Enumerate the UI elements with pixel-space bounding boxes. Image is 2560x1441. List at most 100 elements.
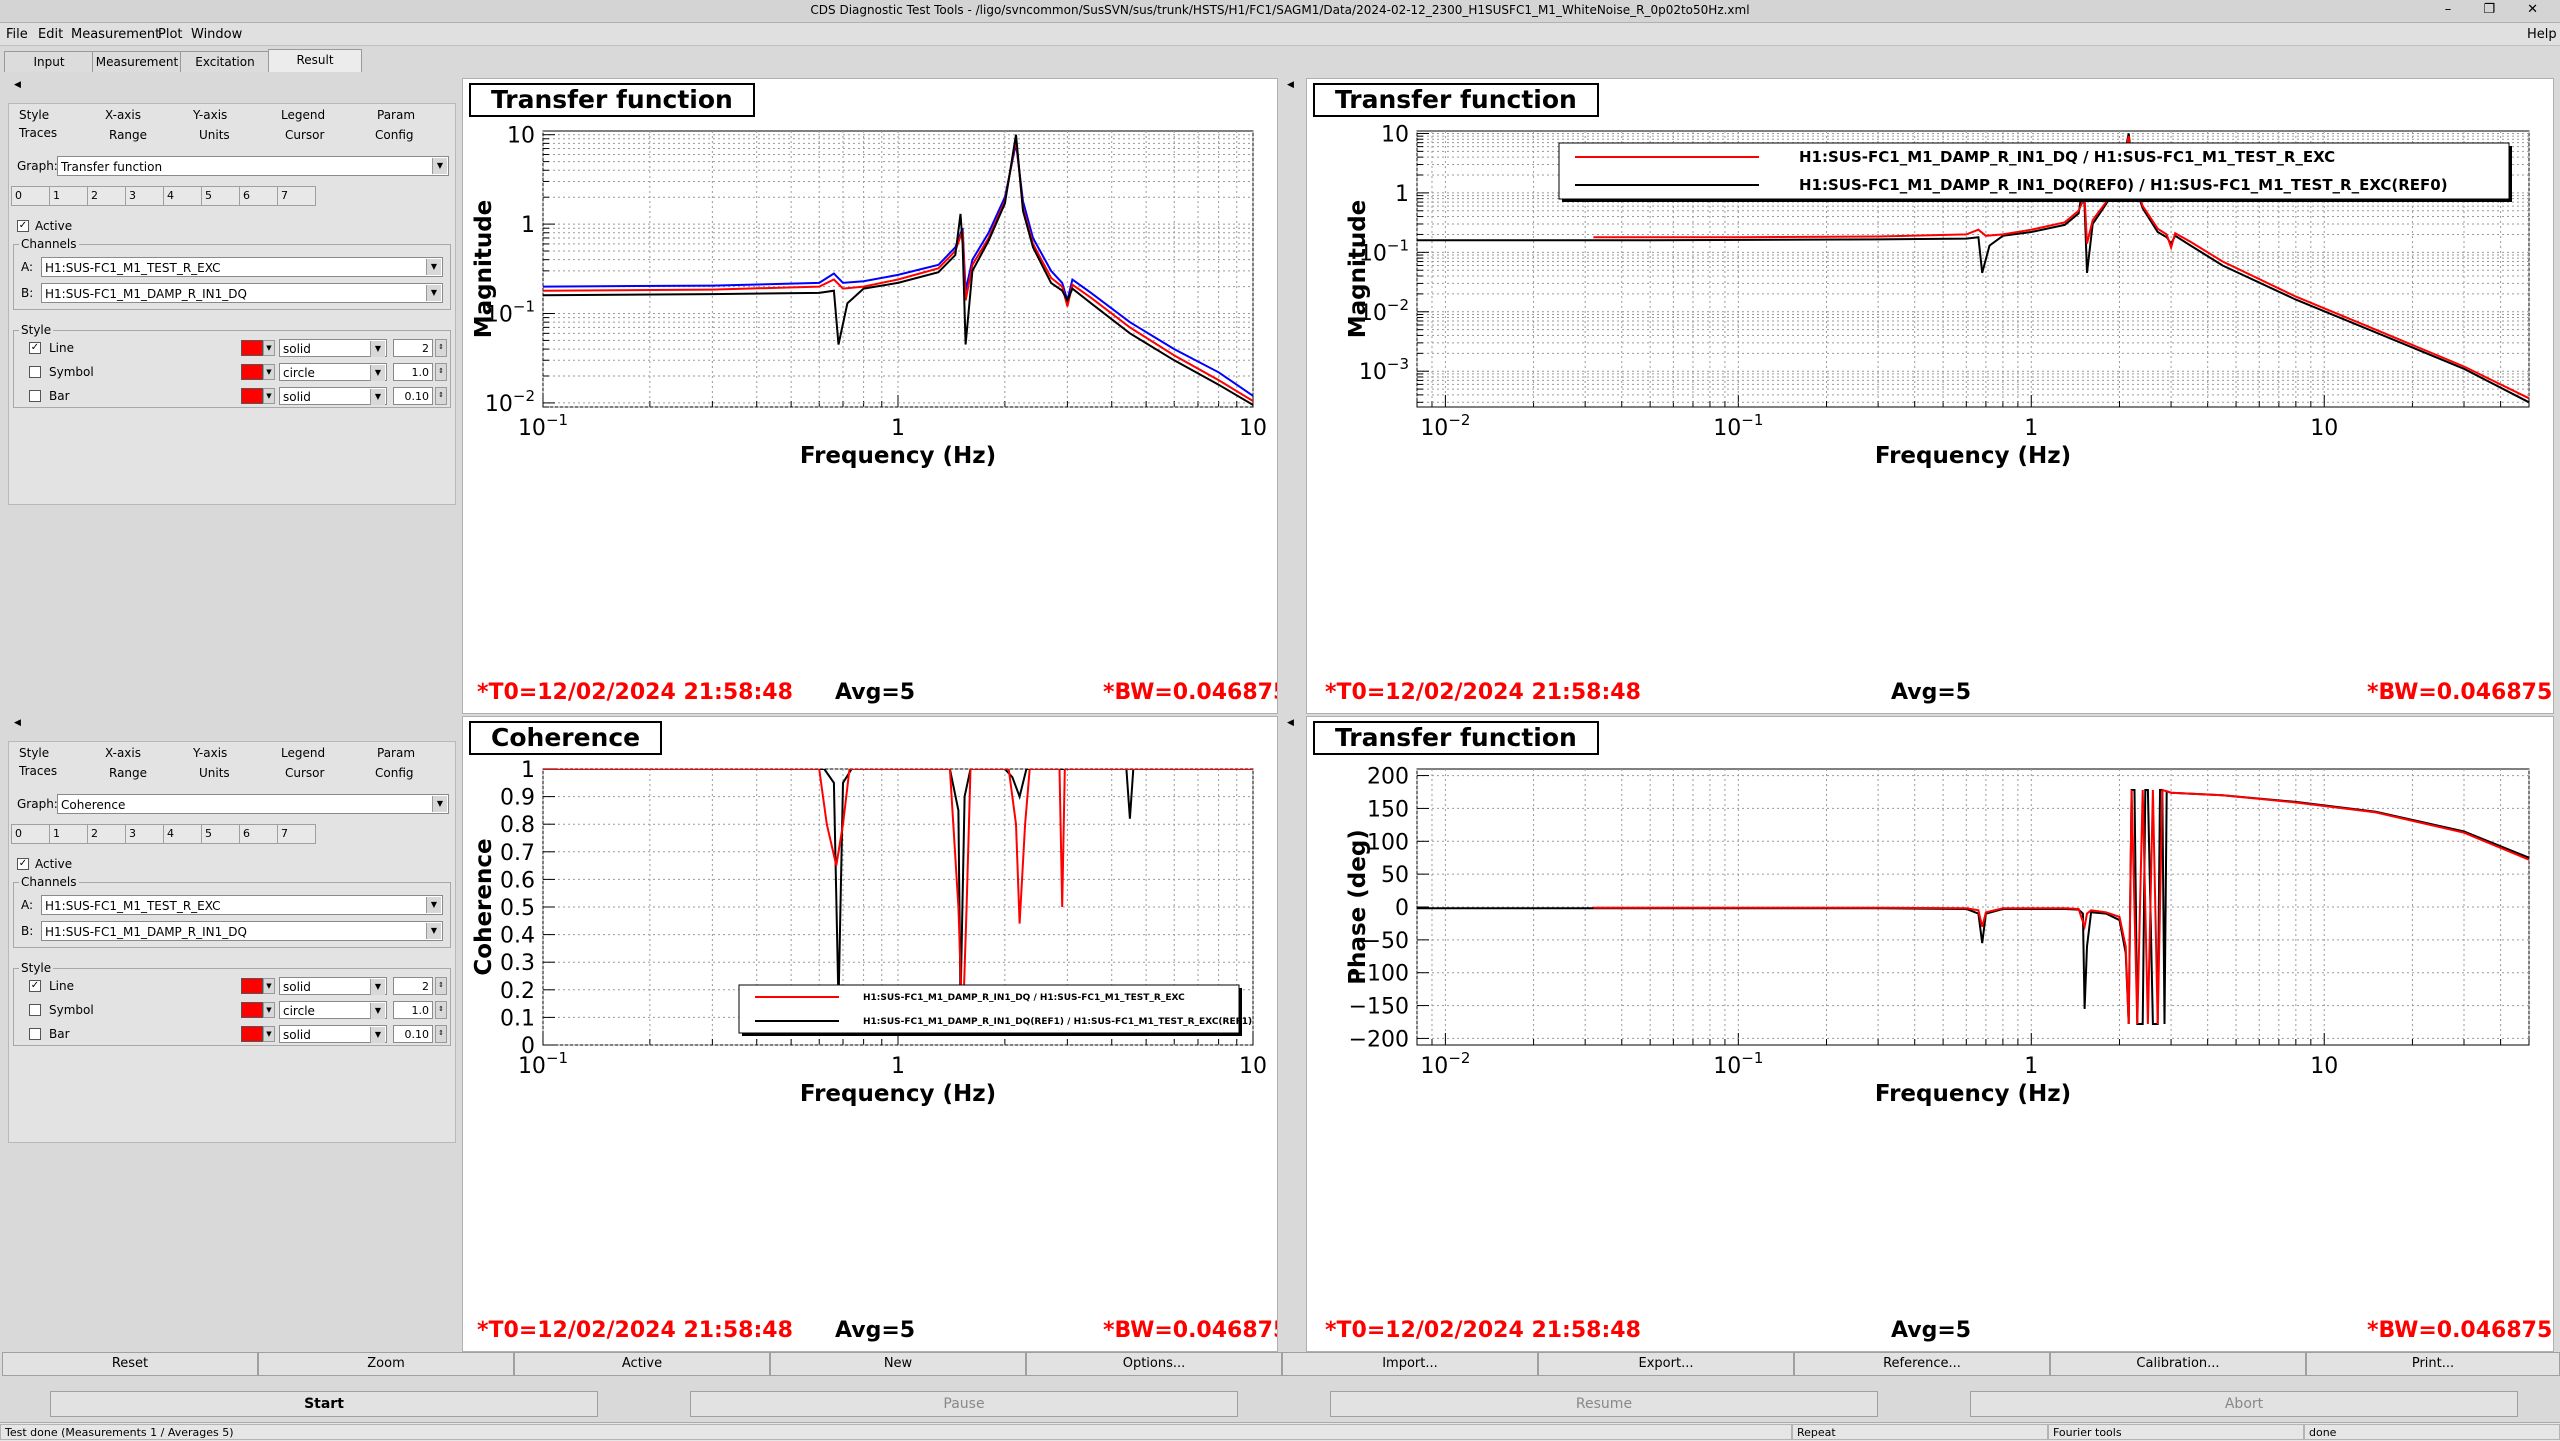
print-button[interactable]: Print... bbox=[2306, 1352, 2560, 1376]
menu-edit[interactable]: Edit bbox=[38, 27, 64, 42]
tab-excitation[interactable]: Excitation bbox=[180, 51, 270, 72]
bar-checkbox[interactable] bbox=[29, 1028, 41, 1040]
pane-collapse-bottom-right[interactable]: ◀ bbox=[1287, 718, 1294, 728]
option-tab-x-axis[interactable]: X-axis bbox=[105, 108, 141, 122]
window-controls[interactable]: – ❐ ✕ bbox=[2444, 2, 2552, 17]
chevron-down-icon[interactable]: ▼ bbox=[263, 1002, 275, 1018]
menu-help[interactable]: Help bbox=[2527, 27, 2557, 42]
panel-collapse-bottom[interactable]: ◀ bbox=[14, 718, 21, 728]
symbol-size-input[interactable]: 1.0 bbox=[393, 363, 433, 381]
options-button[interactable]: Options... bbox=[1026, 1352, 1282, 1376]
trace-tab-0[interactable]: 0 bbox=[11, 824, 50, 844]
reference-button[interactable]: Reference... bbox=[1794, 1352, 2050, 1376]
symbol-color-swatch[interactable] bbox=[241, 1002, 263, 1018]
trace-tab-5[interactable]: 5 bbox=[201, 186, 240, 206]
bar-width-input[interactable]: 0.10 bbox=[393, 1025, 433, 1043]
option-tab-config[interactable]: Config bbox=[375, 766, 414, 780]
new-button[interactable]: New bbox=[770, 1352, 1026, 1376]
active-button[interactable]: Active bbox=[514, 1352, 770, 1376]
line-checkbox[interactable]: ✓ bbox=[29, 342, 41, 354]
bar-style-select[interactable]: solid ▼ bbox=[279, 387, 387, 405]
chevron-down-icon[interactable]: ▼ bbox=[263, 978, 275, 994]
menu-measurement[interactable]: Measurement bbox=[71, 27, 161, 42]
coherence-chart[interactable]: 10−1 1 1000.10.20.30.40.50.60.70.80.91Freq… bbox=[463, 753, 1277, 1333]
option-tab-range[interactable]: Range bbox=[109, 766, 148, 780]
option-tab-legend[interactable]: Legend bbox=[281, 108, 326, 122]
option-tab-cursor[interactable]: Cursor bbox=[285, 766, 325, 780]
symbol-size-input[interactable]: 1.0 bbox=[393, 1001, 433, 1019]
export-button[interactable]: Export... bbox=[1538, 1352, 1794, 1376]
symbol-color-swatch[interactable] bbox=[241, 364, 263, 380]
trace-tab-6[interactable]: 6 bbox=[239, 824, 278, 844]
menu-file[interactable]: File bbox=[6, 27, 28, 42]
trace-tab-7[interactable]: 7 bbox=[277, 824, 316, 844]
trace-tab-1[interactable]: 1 bbox=[49, 186, 88, 206]
trace-tab-4[interactable]: 4 bbox=[163, 186, 202, 206]
chevron-down-icon[interactable]: ▼ bbox=[263, 388, 275, 404]
graph-select[interactable]: Coherence ▼ bbox=[57, 794, 449, 814]
symbol-checkbox[interactable] bbox=[29, 1004, 41, 1016]
panel-collapse-top[interactable]: ◀ bbox=[14, 80, 21, 90]
symbol-checkbox[interactable] bbox=[29, 366, 41, 378]
spin-arrows-icon[interactable]: ⇕ bbox=[435, 1025, 447, 1043]
spin-arrows-icon[interactable]: ⇕ bbox=[435, 387, 447, 405]
graph-select[interactable]: Transfer function ▼ bbox=[57, 156, 449, 176]
chevron-down-icon[interactable]: ▼ bbox=[263, 340, 275, 356]
option-tab-param[interactable]: Param bbox=[377, 746, 416, 760]
pane-collapse-top-right[interactable]: ◀ bbox=[1287, 80, 1294, 90]
channel-a-select[interactable]: H1:SUS-FC1_M1_TEST_R_EXC ▼ bbox=[41, 895, 443, 915]
option-tab-cursor[interactable]: Cursor bbox=[285, 128, 325, 142]
spin-arrows-icon[interactable]: ⇕ bbox=[435, 339, 447, 357]
option-tab-y-axis[interactable]: Y-axis bbox=[193, 746, 228, 760]
bar-color-swatch[interactable] bbox=[241, 388, 263, 404]
trace-tab-6[interactable]: 6 bbox=[239, 186, 278, 206]
line-style-select[interactable]: solid ▼ bbox=[279, 977, 387, 995]
option-tab-range[interactable]: Range bbox=[109, 128, 148, 142]
option-tab-traces[interactable]: Traces bbox=[19, 764, 58, 778]
tab-input[interactable]: Input bbox=[4, 51, 94, 72]
menu-plot[interactable]: Plot bbox=[158, 27, 183, 42]
menu-window[interactable]: Window bbox=[191, 27, 243, 42]
line-style-select[interactable]: solid ▼ bbox=[279, 339, 387, 357]
trace-tab-3[interactable]: 3 bbox=[125, 186, 164, 206]
chevron-down-icon[interactable]: ▼ bbox=[263, 364, 275, 380]
spin-arrows-icon[interactable]: ⇕ bbox=[435, 977, 447, 995]
trace-tab-5[interactable]: 5 bbox=[201, 824, 240, 844]
tab-result[interactable]: Result bbox=[268, 49, 362, 72]
active-checkbox[interactable]: ✓ bbox=[17, 858, 29, 870]
pause-button[interactable]: Pause bbox=[690, 1391, 1238, 1417]
trace-tab-2[interactable]: 2 bbox=[87, 824, 126, 844]
symbol-style-select[interactable]: circle ▼ bbox=[279, 1001, 387, 1019]
option-tab-style[interactable]: Style bbox=[19, 108, 50, 122]
abort-button[interactable]: Abort bbox=[1970, 1391, 2518, 1417]
resume-button[interactable]: Resume bbox=[1330, 1391, 1878, 1417]
option-tab-y-axis[interactable]: Y-axis bbox=[193, 108, 228, 122]
import-button[interactable]: Import... bbox=[1282, 1352, 1538, 1376]
line-checkbox[interactable]: ✓ bbox=[29, 980, 41, 992]
phase-chart[interactable]: 10−2 10−1 1 10−200−150−100−50050100150200Fr… bbox=[1307, 753, 2553, 1333]
spin-arrows-icon[interactable]: ⇕ bbox=[435, 1001, 447, 1019]
bar-checkbox[interactable] bbox=[29, 390, 41, 402]
zoom-button[interactable]: Zoom bbox=[258, 1352, 514, 1376]
trace-tab-1[interactable]: 1 bbox=[49, 824, 88, 844]
line-width-input[interactable]: 2 bbox=[393, 977, 433, 995]
bar-width-input[interactable]: 0.10 bbox=[393, 387, 433, 405]
start-button[interactable]: Start bbox=[50, 1391, 598, 1417]
bar-color-swatch[interactable] bbox=[241, 1026, 263, 1042]
active-checkbox[interactable]: ✓ bbox=[17, 220, 29, 232]
option-tab-param[interactable]: Param bbox=[377, 108, 416, 122]
option-tab-units[interactable]: Units bbox=[199, 128, 230, 142]
line-color-swatch[interactable] bbox=[241, 978, 263, 994]
option-tab-style[interactable]: Style bbox=[19, 746, 50, 760]
option-tab-traces[interactable]: Traces bbox=[19, 126, 58, 140]
chevron-down-icon[interactable]: ▼ bbox=[263, 1026, 275, 1042]
option-tab-config[interactable]: Config bbox=[375, 128, 414, 142]
trace-tab-3[interactable]: 3 bbox=[125, 824, 164, 844]
option-tab-units[interactable]: Units bbox=[199, 766, 230, 780]
spin-arrows-icon[interactable]: ⇕ bbox=[435, 363, 447, 381]
symbol-style-select[interactable]: circle ▼ bbox=[279, 363, 387, 381]
reset-button[interactable]: Reset bbox=[2, 1352, 258, 1376]
trace-tab-0[interactable]: 0 bbox=[11, 186, 50, 206]
